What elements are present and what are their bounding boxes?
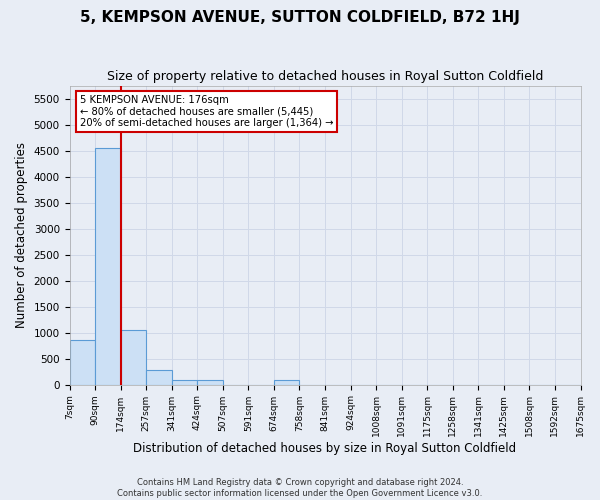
Title: Size of property relative to detached houses in Royal Sutton Coldfield: Size of property relative to detached ho… <box>107 70 543 83</box>
Text: 5, KEMPSON AVENUE, SUTTON COLDFIELD, B72 1HJ: 5, KEMPSON AVENUE, SUTTON COLDFIELD, B72… <box>80 10 520 25</box>
X-axis label: Distribution of detached houses by size in Royal Sutton Coldfield: Distribution of detached houses by size … <box>133 442 517 455</box>
Text: 5 KEMPSON AVENUE: 176sqm
← 80% of detached houses are smaller (5,445)
20% of sem: 5 KEMPSON AVENUE: 176sqm ← 80% of detach… <box>80 94 333 128</box>
Bar <box>70 340 95 384</box>
Bar <box>95 148 121 384</box>
Text: Contains HM Land Registry data © Crown copyright and database right 2024.
Contai: Contains HM Land Registry data © Crown c… <box>118 478 482 498</box>
Bar <box>172 380 197 384</box>
Bar <box>197 380 223 384</box>
Y-axis label: Number of detached properties: Number of detached properties <box>15 142 28 328</box>
Bar <box>274 380 299 384</box>
Bar <box>121 330 146 384</box>
Bar <box>146 370 172 384</box>
